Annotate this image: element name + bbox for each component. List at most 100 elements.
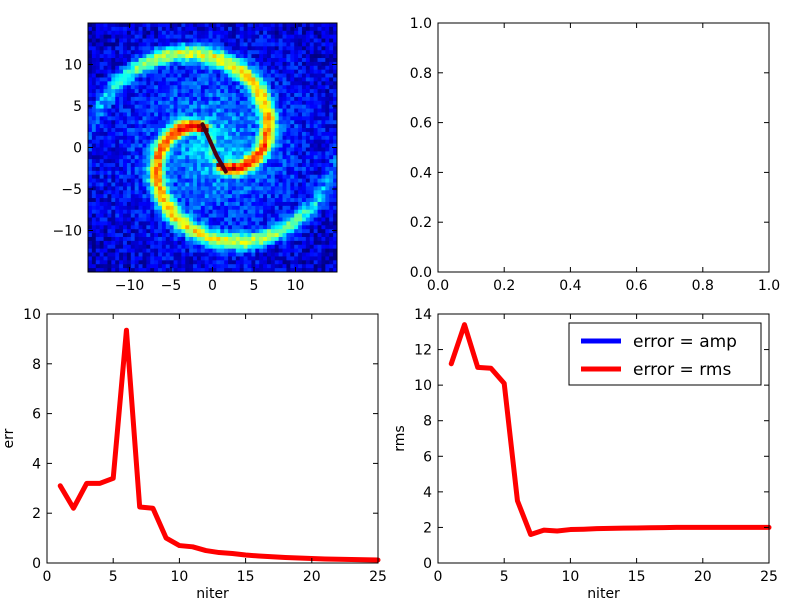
heatmap-cell: [231, 244, 237, 250]
heatmap-cell: [243, 240, 248, 246]
heatmap-cell: [185, 104, 190, 109]
heatmap-cell: [208, 213, 213, 218]
heatmap-cell: [99, 236, 104, 242]
heatmap-cell: [99, 174, 104, 180]
heatmap-cell: [263, 46, 268, 51]
heatmap-cell: [185, 26, 190, 32]
heatmap-cell: [228, 178, 233, 183]
heatmap-cell: [142, 50, 147, 55]
heatmap-cell: [88, 85, 93, 90]
heatmap-cell: [95, 69, 101, 74]
heatmap-cell: [115, 116, 120, 121]
heatmap-cell: [282, 46, 287, 51]
heatmap-cell: [321, 268, 326, 273]
heatmap-cell: [235, 147, 241, 152]
heatmap-cell: [266, 198, 272, 203]
heatmap-cell: [274, 50, 280, 55]
heatmap-cell: [196, 244, 202, 250]
heatmap-cell: [88, 73, 93, 78]
heatmap-cell: [329, 174, 334, 180]
heatmap-cell: [333, 77, 338, 82]
heatmap-cell: [263, 38, 268, 43]
heatmap-cell: [185, 58, 190, 63]
heatmap-cell: [239, 100, 245, 106]
heatmap-cell: [224, 209, 229, 215]
heatmap-cell: [103, 225, 108, 230]
heatmap-cell: [138, 73, 143, 78]
heatmap-cell: [126, 256, 132, 261]
heatmap-cell: [158, 186, 163, 191]
heatmap-cell: [286, 240, 291, 246]
heatmap-cell: [286, 194, 291, 199]
heatmap-cell: [173, 104, 178, 109]
heatmap-cell: [282, 30, 287, 36]
heatmap-cell: [274, 190, 280, 195]
heatmap-cell: [263, 30, 268, 36]
heatmap-cell: [204, 38, 210, 43]
heatmap-cell: [325, 65, 330, 71]
heatmap-cell: [290, 135, 295, 141]
heatmap-cell: [235, 34, 241, 39]
heatmap-cell: [115, 46, 120, 51]
heatmap-cell: [235, 100, 241, 106]
heatmap-cell: [294, 151, 299, 156]
heatmap-cell: [126, 58, 132, 63]
heatmap-cell: [259, 30, 264, 36]
heatmap-cell: [274, 124, 280, 129]
heatmap-cell: [173, 155, 178, 160]
x-tick-label: 5: [109, 569, 118, 585]
heatmap-cell: [88, 233, 93, 238]
heatmap-cell: [266, 93, 272, 98]
heatmap-cell: [196, 93, 202, 98]
heatmap-cell: [173, 186, 178, 191]
heatmap-cell: [177, 236, 182, 242]
heatmap-cell: [325, 205, 330, 211]
heatmap-cell: [177, 69, 182, 74]
heatmap-cell: [251, 236, 256, 242]
heatmap-cell: [255, 100, 260, 106]
heatmap-cell: [321, 96, 326, 102]
heatmap-cell: [220, 268, 225, 273]
heatmap-cell: [142, 229, 147, 234]
heatmap-cell: [119, 260, 124, 265]
heatmap-cell: [134, 23, 139, 28]
heatmap-cell: [263, 244, 268, 250]
heatmap-cell: [282, 34, 287, 39]
heatmap-cell: [212, 182, 217, 187]
heatmap-cell: [158, 147, 163, 152]
heatmap-cell: [154, 268, 159, 273]
heatmap-cell: [274, 205, 280, 211]
heatmap-cell: [228, 108, 233, 113]
heatmap-cell: [274, 252, 280, 257]
heatmap-cell: [146, 104, 151, 109]
heatmap-cell: [115, 61, 120, 67]
heatmap-cell: [177, 112, 182, 117]
heatmap-cell: [235, 256, 241, 261]
heatmap-cell: [169, 124, 174, 129]
heatmap-cell: [169, 61, 174, 67]
heatmap-cell: [142, 65, 147, 71]
heatmap-cell: [325, 143, 330, 148]
heatmap-cell: [165, 93, 171, 98]
heatmap-cell: [111, 69, 116, 74]
heatmap-cell: [228, 120, 233, 125]
heatmap-cell: [119, 131, 124, 137]
heatmap-cell: [298, 85, 303, 90]
heatmap-cell: [243, 81, 248, 86]
heatmap-cell: [239, 124, 245, 129]
heatmap-cell: [177, 147, 182, 152]
heatmap-cell: [224, 264, 229, 269]
heatmap-cell: [165, 217, 171, 222]
heatmap-cell: [317, 89, 322, 94]
heatmap-cell: [177, 100, 182, 106]
heatmap-cell: [173, 26, 178, 32]
heatmap-cell: [224, 81, 229, 86]
heatmap-cell: [282, 194, 287, 199]
heatmap-cell: [126, 100, 132, 106]
heatmap-cell: [161, 73, 167, 78]
heatmap-cell: [282, 264, 287, 269]
heatmap-cell: [130, 93, 136, 98]
heatmap-cell: [158, 244, 163, 250]
heatmap-cell: [142, 61, 147, 67]
heatmap-cell: [239, 42, 245, 47]
